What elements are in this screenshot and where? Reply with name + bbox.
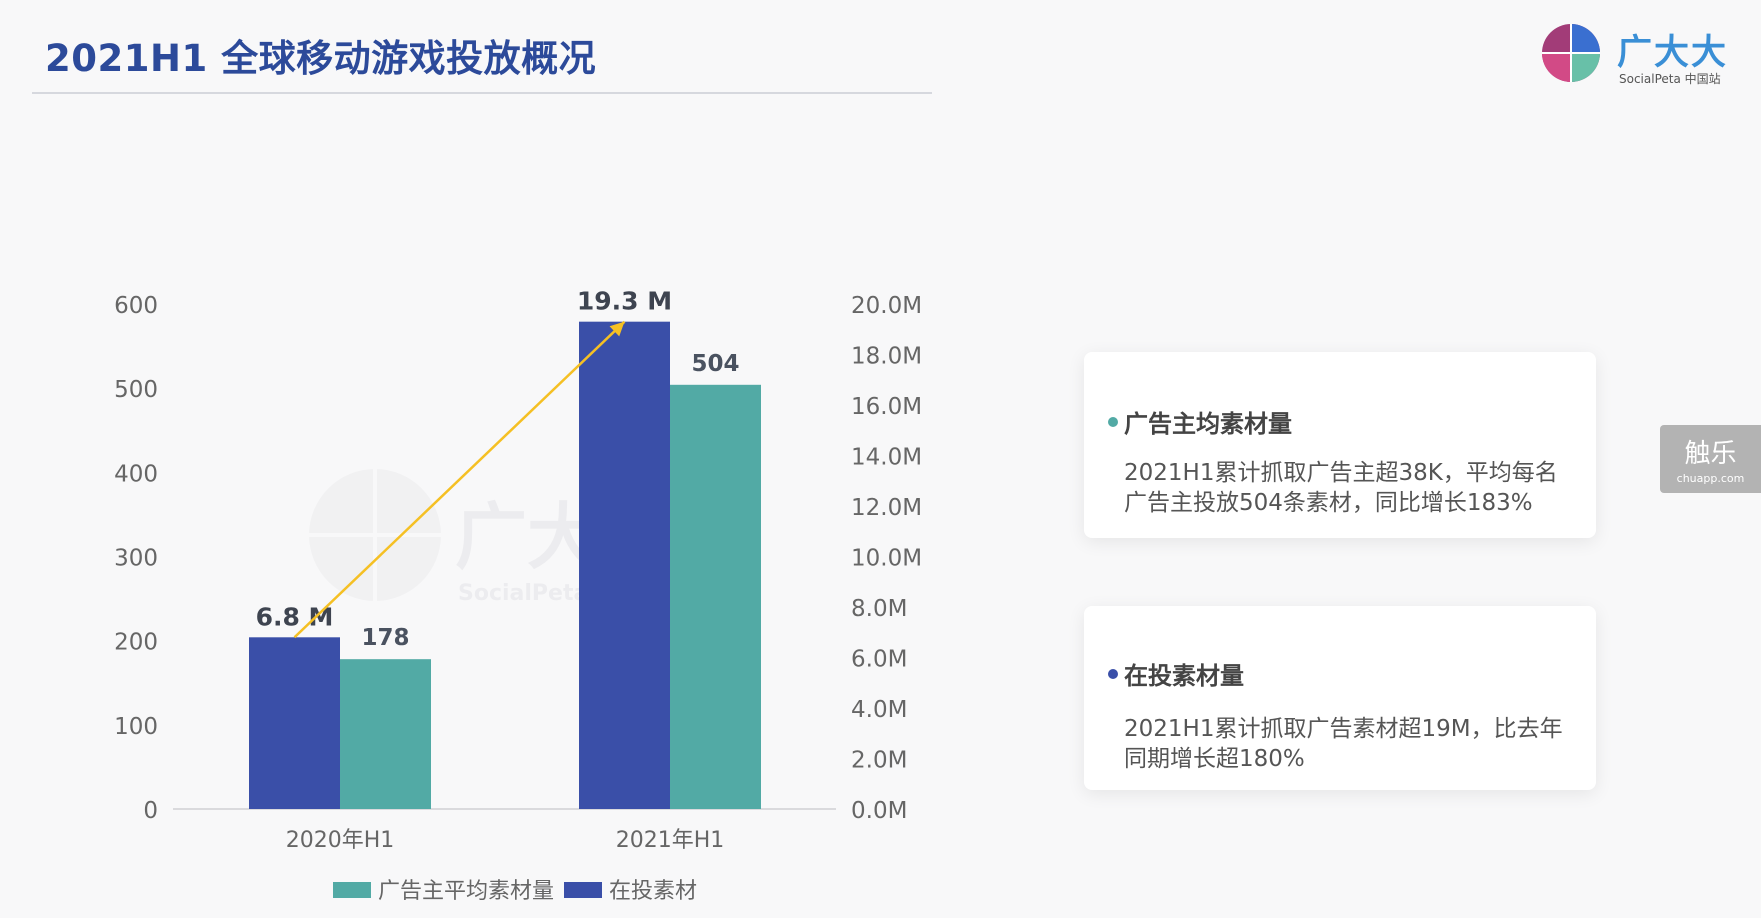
- left-tick-label: 0: [143, 798, 158, 824]
- legend: 广告主平均素材量 在投素材: [333, 879, 697, 904]
- bars: [249, 321, 761, 809]
- data-label-advertiser-avg: 504: [691, 351, 739, 377]
- card-body: 2021H1累计抓取广告素材超19M，比去年 同期增长超180%: [1124, 714, 1594, 774]
- left-tick-label: 200: [114, 630, 158, 656]
- chuapp-badge[interactable]: 触乐 chuapp.com: [1660, 425, 1761, 493]
- right-tick-label: 6.0M: [851, 647, 907, 673]
- card-body: 2021H1累计抓取广告主超38K，平均每名 广告主投放504条素材，同比增长1…: [1124, 458, 1594, 518]
- card-advertiser-avg: 广告主均素材量 2021H1累计抓取广告主超38K，平均每名 广告主投放504条…: [1084, 352, 1596, 538]
- logo-mark-icon: [1542, 24, 1600, 82]
- card-title: 广告主均素材量: [1124, 410, 1292, 438]
- card-active-creatives: 在投素材量 2021H1累计抓取广告素材超19M，比去年 同期增长超180%: [1084, 606, 1596, 790]
- left-axis: 0 100 200 300 400 500 600: [114, 293, 158, 824]
- data-label-active-creatives: 19.3 M: [577, 287, 672, 316]
- legend-swatch: [564, 882, 602, 898]
- card-line: 2021H1累计抓取广告素材超19M，比去年: [1124, 716, 1563, 742]
- title-divider: [32, 92, 932, 94]
- card-title-row: 在投素材量: [1108, 656, 1244, 691]
- left-tick-label: 300: [114, 546, 158, 572]
- right-tick-label: 12.0M: [851, 495, 922, 521]
- growth-arrow: [293, 320, 626, 639]
- right-tick-label: 8.0M: [851, 596, 907, 622]
- right-tick-label: 16.0M: [851, 394, 922, 420]
- bar-active-creatives: [249, 637, 340, 809]
- card-bullet-dot: [1108, 416, 1118, 427]
- right-tick-label: 10.0M: [851, 546, 922, 572]
- logo-subtitle: SocialPeta 中国站: [1619, 72, 1721, 86]
- bar-active-creatives: [579, 321, 670, 809]
- right-tick-label: 20.0M: [851, 293, 922, 319]
- badge-url: chuapp.com: [1676, 472, 1745, 485]
- card-title: 在投素材量: [1124, 662, 1244, 690]
- legend-swatch: [333, 882, 371, 898]
- card-line: 广告主投放504条素材，同比增长183%: [1124, 490, 1533, 516]
- x-axis-labels: 2020年H1 2021年H1: [286, 828, 725, 853]
- left-tick-label: 500: [114, 377, 158, 403]
- left-tick-label: 600: [114, 293, 158, 319]
- left-tick-label: 400: [114, 461, 158, 487]
- page-title: 2021H1 全球移动游戏投放概况: [45, 37, 597, 80]
- card-title-row: 广告主均素材量: [1108, 404, 1292, 439]
- data-label-active-creatives: 6.8 M: [256, 602, 334, 631]
- legend-label: 在投素材: [609, 879, 697, 904]
- arrow-shaft: [293, 320, 626, 639]
- badge-text: 触乐: [1684, 439, 1737, 469]
- right-tick-label: 4.0M: [851, 697, 907, 723]
- bar-advertiser-avg: [340, 659, 431, 809]
- right-axis: 0.0M 2.0M 4.0M 6.0M 8.0M 10.0M 12.0M 14.0M 16.0M…: [851, 293, 922, 824]
- data-labels: 6.8 M 178 19.3 M 504: [256, 287, 740, 652]
- card-line: 同期增长超180%: [1124, 746, 1305, 772]
- x-tick-label: 2021年H1: [616, 828, 725, 853]
- arrow-head: [609, 321, 625, 337]
- card-line: 2021H1累计抓取广告主超38K，平均每名: [1124, 460, 1558, 486]
- bar-advertiser-avg: [670, 384, 761, 809]
- right-tick-label: 2.0M: [851, 748, 907, 774]
- right-tick-label: 0.0M: [851, 798, 907, 824]
- right-tick-label: 14.0M: [851, 445, 922, 471]
- x-tick-label: 2020年H1: [286, 828, 395, 853]
- logo-text: 广大大: [1617, 33, 1729, 73]
- brand-logo: 广大大 SocialPeta 中国站: [1540, 22, 1750, 88]
- right-tick-label: 18.0M: [851, 344, 922, 370]
- left-tick-label: 100: [114, 714, 158, 740]
- legend-label: 广告主平均素材量: [378, 879, 554, 904]
- data-label-advertiser-avg: 178: [361, 625, 409, 651]
- card-bullet-dot: [1108, 668, 1118, 679]
